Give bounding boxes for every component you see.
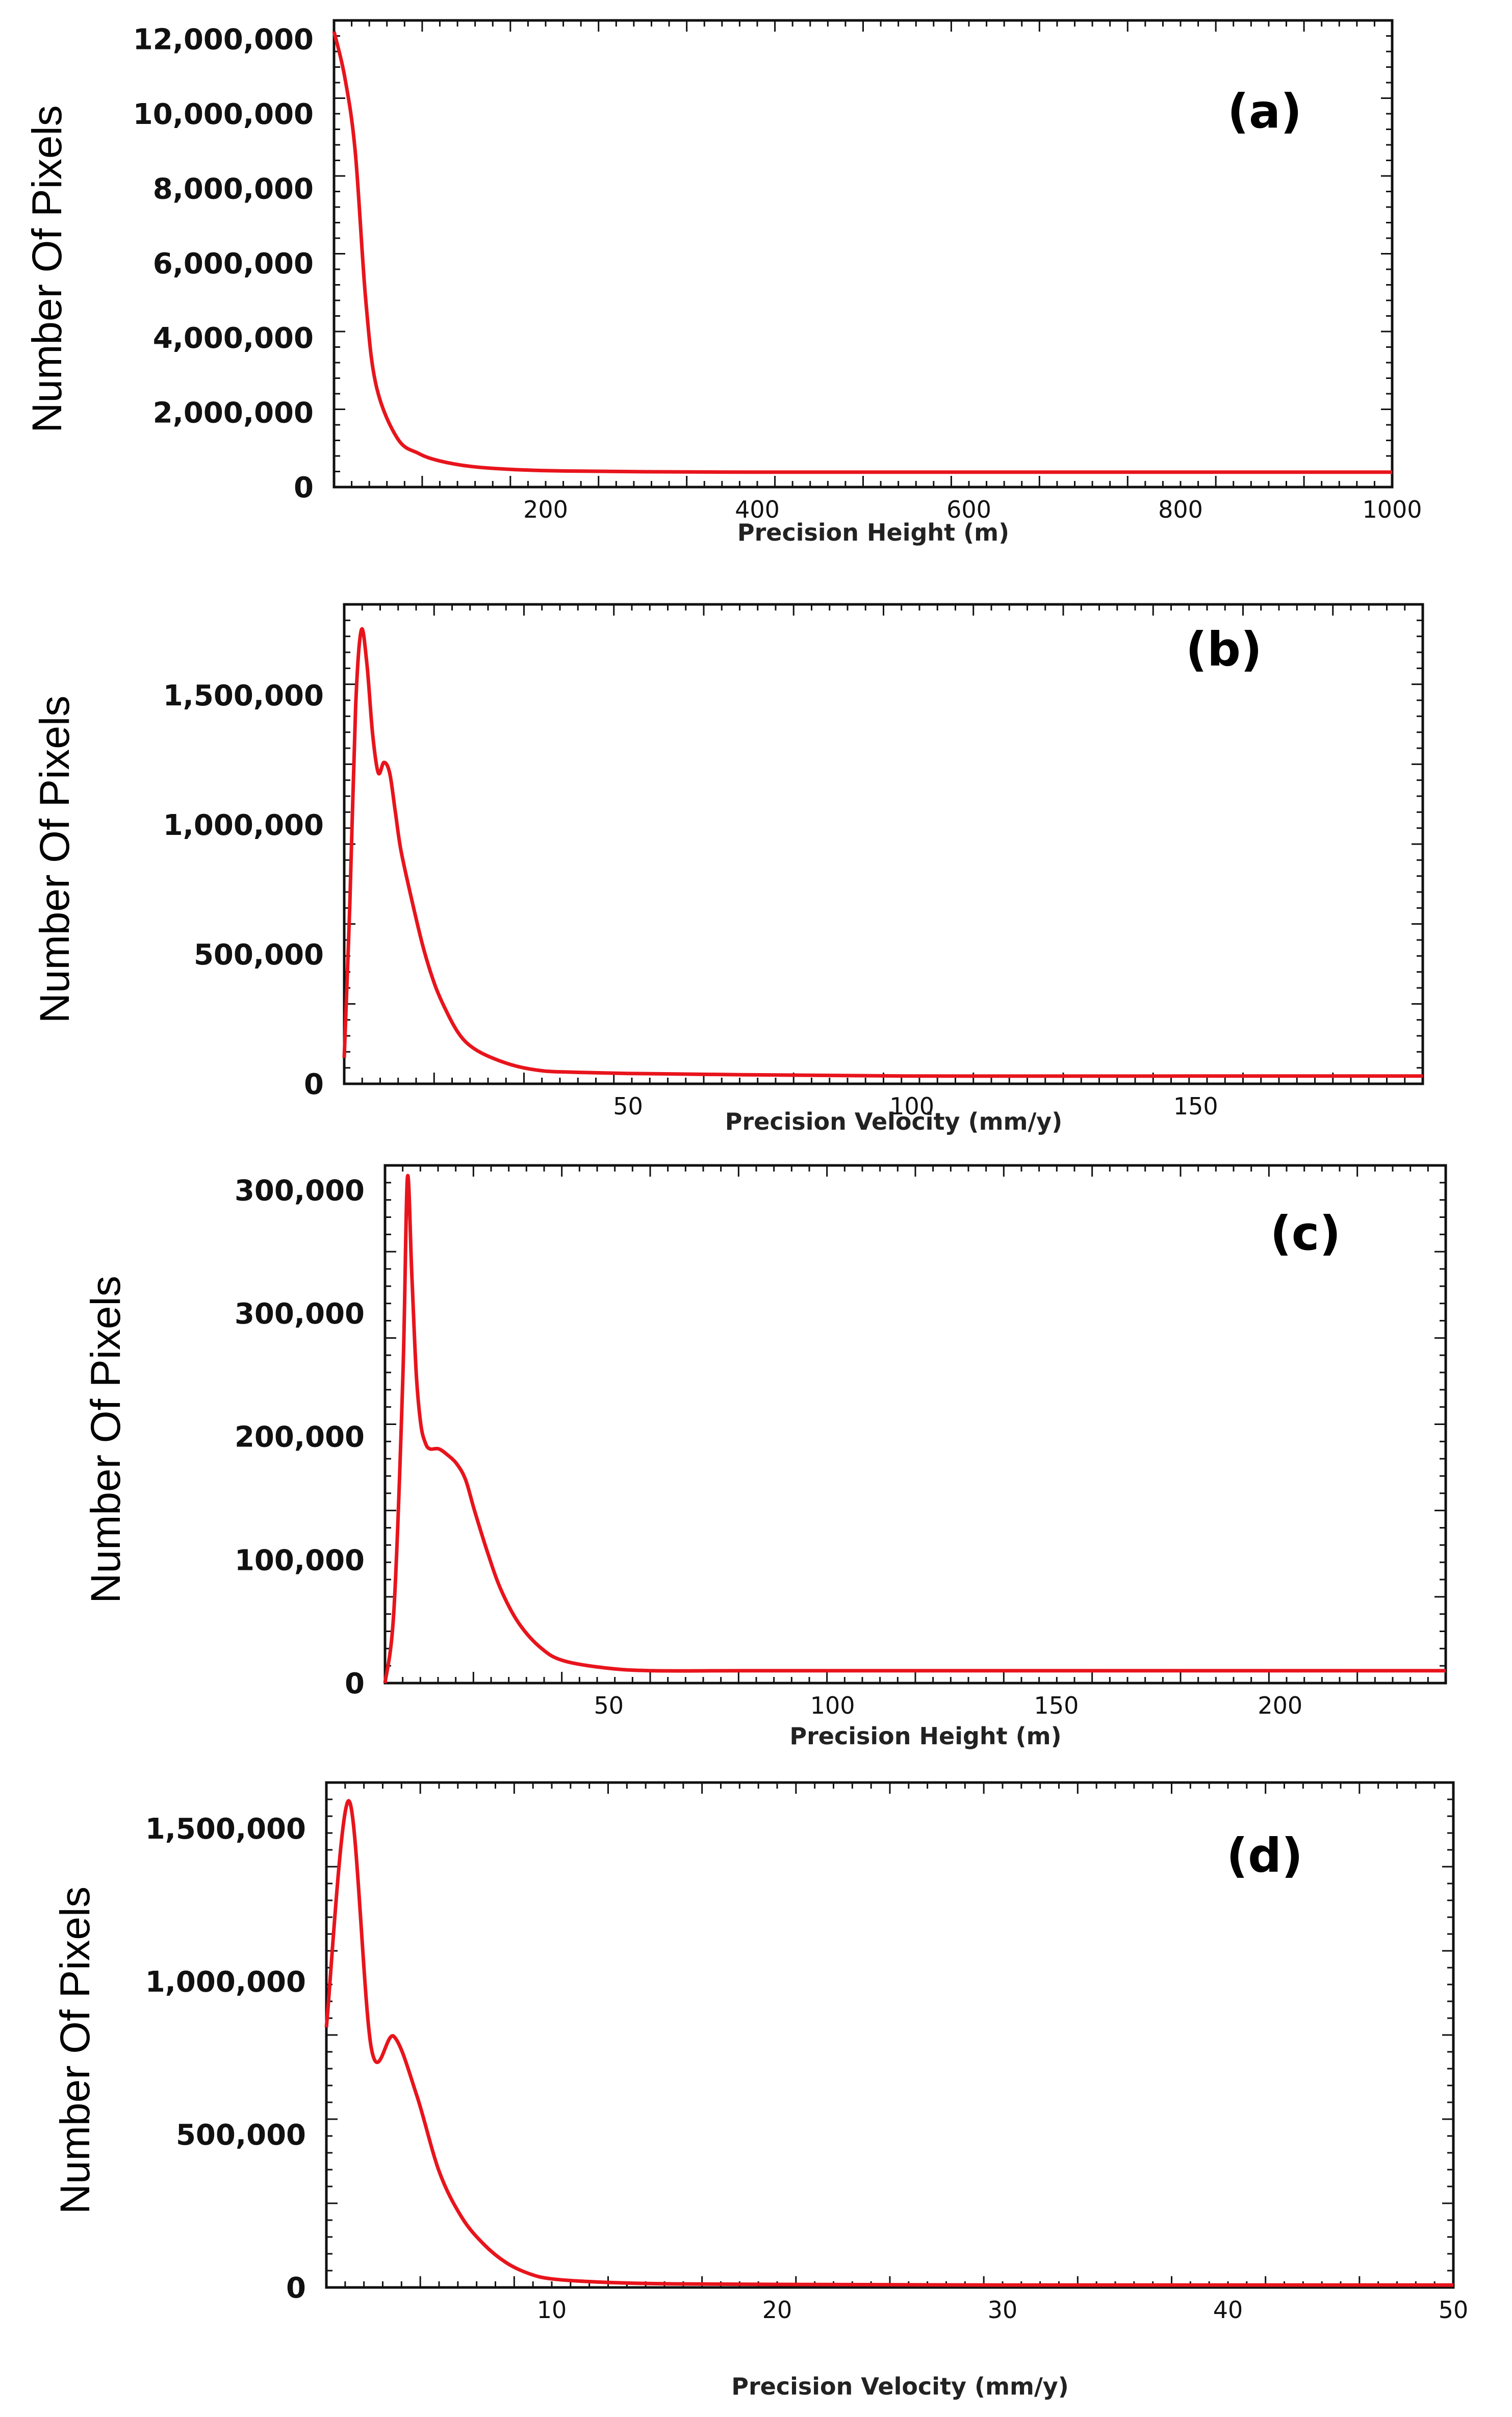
series-line-1 <box>332 31 1392 474</box>
y-axis-label: Number Of Pixels <box>52 1887 98 2215</box>
x-axis-label: Precision Height (m) <box>789 1722 1061 1750</box>
y-tick-label: 6,000,000 <box>153 247 314 281</box>
series-line-1 <box>383 1174 1446 1684</box>
y-tick-label: 10,000,000 <box>133 98 314 131</box>
x-tick-label: 150 <box>1034 1692 1079 1719</box>
y-tick-label: 0 <box>345 1667 365 1700</box>
x-axis-label: Precision Velocity (mm/y) <box>731 2373 1069 2400</box>
y-tick-label: 12,000,000 <box>133 23 314 57</box>
chart-panel-2: 0 500,000 1,000,000 1,500,000 50 100 150 Number… <box>32 603 1424 1135</box>
x-tick-label: 100 <box>810 1692 855 1719</box>
y-axis-label: Number Of Pixels <box>24 105 70 433</box>
y-tick-label: 300,000 <box>235 1174 365 1207</box>
y-tick-label: 1,500,000 <box>145 1813 306 1846</box>
x-tick-label: 600 <box>946 496 991 523</box>
series-line-1 <box>342 627 1423 1078</box>
x-tick-label: 20 <box>762 2296 792 2324</box>
panel-label: (a) <box>1227 84 1302 139</box>
y-tick-label: 500,000 <box>194 938 324 972</box>
y-tick-label: 1,000,000 <box>145 1966 306 1999</box>
chart-panel-3: 0 100,000 200,000 300,000 300,000 50 100 150 200… <box>83 1164 1447 1750</box>
x-tick-label: 150 <box>1173 1092 1218 1120</box>
y-tick-label: 8,000,000 <box>153 172 314 206</box>
y-tick-label: 4,000,000 <box>153 322 314 355</box>
y-tick-label: 2,000,000 <box>153 397 314 430</box>
x-tick-label: 100 <box>889 1092 934 1120</box>
y-tick-label: 300,000 <box>235 1297 365 1331</box>
x-axis-label: Precision Velocity (mm/y) <box>725 1108 1063 1135</box>
y-tick-label: 0 <box>286 2272 306 2305</box>
x-tick-label: 50 <box>613 1092 643 1120</box>
y-tick-label: 1,500,000 <box>163 679 324 713</box>
chart-panel-1: 0 2,000,000 4,000,000 6,000,000 8,000,000 10,… <box>24 19 1422 546</box>
y-tick-label: 1,000,000 <box>163 809 324 842</box>
panel-label: (b) <box>1186 622 1262 677</box>
x-tick-label: 800 <box>1158 496 1203 523</box>
y-axis-label: Number Of Pixels <box>32 696 78 1024</box>
chart-panel-4: 0 500,000 1,000,000 1,500,000 10 20 30 40 50 Numb… <box>52 1781 1469 2400</box>
x-axis-label: Precision Height (m) <box>737 519 1009 546</box>
series-line-1 <box>324 1799 1453 2287</box>
x-tick-label: 40 <box>1213 2296 1243 2324</box>
minor-ticks <box>385 1165 1446 1683</box>
x-tick-label: 30 <box>988 2296 1018 2324</box>
panel-label: (d) <box>1226 1828 1303 1883</box>
y-axis-label: Number Of Pixels <box>83 1276 129 1604</box>
y-tick-label: 100,000 <box>235 1544 365 1577</box>
y-tick-label: 200,000 <box>235 1421 365 1454</box>
x-tick-label: 400 <box>735 496 780 523</box>
x-tick-label: 50 <box>1439 2296 1469 2324</box>
y-tick-label: 500,000 <box>176 2119 306 2152</box>
x-tick-label: 50 <box>594 1692 624 1719</box>
panel-label: (c) <box>1270 1206 1341 1261</box>
y-tick-label: 0 <box>294 471 314 504</box>
x-tick-label: 10 <box>537 2296 567 2324</box>
x-tick-label: 200 <box>1258 1692 1302 1719</box>
y-tick-label: 0 <box>304 1068 324 1101</box>
x-tick-label: 200 <box>523 496 568 523</box>
x-tick-label: 1000 <box>1362 496 1422 523</box>
